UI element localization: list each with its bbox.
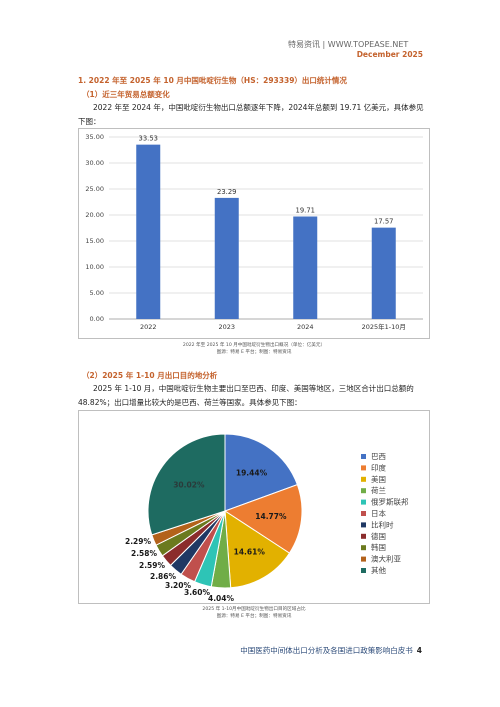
bar-chart: 0.00 5.00 10.00 15.00 20.00 25.00 30.00 35.00 33… [85, 133, 423, 331]
page-number: 4 [416, 646, 422, 655]
legend-label: 澳大利亚 [371, 554, 401, 564]
footer: 中国医药中间体出口分析及各国进口政策影响白皮书 4 [240, 645, 422, 656]
header-date: December 2025 [356, 50, 423, 59]
x-tick-label: 2024 [297, 323, 314, 331]
y-tick-label: 25.00 [85, 185, 104, 193]
y-tick-label: 5.00 [90, 289, 104, 297]
legend-swatch [361, 476, 366, 482]
legend-swatch [361, 568, 366, 573]
bar-chart-caption: 2022 年至 2025 年 10 月中国吡啶衍生物出口概况（单位：亿美元） 图… [78, 342, 430, 356]
x-tick-label: 2022 [140, 323, 157, 331]
y-tick-label: 10.00 [85, 263, 104, 271]
legend-label: 俄罗斯联邦 [371, 497, 409, 507]
bar [371, 227, 396, 319]
pie-value-label: 3.60% [184, 588, 211, 597]
subsection-title-2: （2）2025 年 1-10 月出口目的地分析 [82, 371, 218, 380]
bar-chart-frame: 0.00 5.00 10.00 15.00 20.00 25.00 30.00 35.00 33… [78, 128, 430, 339]
legend-label: 荷兰 [371, 485, 386, 495]
pie-chart: 19.44%14.77%14.61%30.02%4.04%3.60%3.20%2… [125, 433, 409, 603]
y-tick-label: 0.00 [90, 315, 104, 323]
pie-value-label: 30.02% [173, 480, 205, 489]
pie-value-label: 14.61% [234, 548, 266, 557]
pie-chart-caption-line-2: 图源：特易 E 平台；制图：特易资讯 [216, 614, 292, 619]
pie-slice [224, 510, 291, 589]
bar-value-label: 33.53 [139, 135, 158, 143]
y-tick-label: 30.00 [85, 159, 104, 167]
y-tick-label: 15.00 [85, 237, 104, 245]
legend-swatch [361, 499, 366, 505]
subsection-title-1: （1）近三年贸易总额变化 [82, 90, 170, 99]
footer-title: 中国医药中间体出口分析及各国进口政策影响白皮书 [240, 646, 413, 655]
bar [214, 197, 239, 319]
section-title: 1. 2022 年至 2025 年 10 月中国吡啶衍生物（HS：293339）… [78, 76, 347, 85]
y-tick-label: 35.00 [85, 133, 104, 141]
legend-label: 比利时 [371, 519, 394, 529]
legend-label: 日本 [371, 508, 386, 518]
legend-swatch [361, 511, 366, 516]
legend-swatch [361, 454, 366, 459]
legend-swatch [361, 488, 366, 494]
paragraph-1: 2022 年至 2024 年，中国吡啶衍生物出口总额逐年下降，2024年总额到 … [78, 103, 424, 126]
legend-swatch [361, 545, 366, 551]
legend-label: 韩国 [371, 542, 386, 552]
y-tick-label: 20.00 [85, 211, 104, 219]
legend-label: 德国 [371, 531, 386, 541]
legend-label: 其他 [371, 565, 386, 575]
paragraph-2: 2025 年 1-10 月，中国吡啶衍生物主要出口至巴西、印度、美国等地区，三地… [78, 384, 414, 407]
pie-chart-frame: 19.44% 14.77% 14.61% 30.02% 4.04% 3.60% 3.20% 2… [78, 410, 430, 604]
pie-slice [223, 483, 303, 554]
pie-value-label: 19.44% [236, 469, 268, 478]
legend-label: 美国 [371, 474, 386, 484]
x-tick-label: 2023 [218, 323, 235, 331]
pie-chart-caption: 2025 年 1-10月中国吡啶衍生物出口目的区域占比 图源：特易 E 平台；制… [78, 606, 430, 620]
bar [293, 216, 318, 319]
pie-value-label: 3.20% [165, 581, 192, 590]
legend-swatch [361, 556, 366, 562]
legend-label: 印度 [371, 462, 386, 472]
pie-chart-caption-line-1: 2025 年 1-10月中国吡啶衍生物出口目的区域占比 [202, 607, 306, 612]
x-tick-label: 2025年1-10月 [362, 322, 406, 331]
pie-value-label: 2.58% [131, 549, 158, 558]
bar-value-label: 17.57 [374, 218, 393, 226]
legend-label: 巴西 [371, 452, 386, 461]
pie-value-label: 2.59% [139, 561, 166, 570]
legend-swatch [361, 522, 366, 528]
bar-value-label: 23.29 [217, 188, 236, 196]
pie-value-label: 4.04% [208, 594, 235, 603]
bar-chart-caption-line-2: 图源：特易 E 平台；制图：特易资讯 [216, 350, 292, 355]
legend-swatch [361, 465, 366, 471]
bar-chart-caption-line-1: 2022 年至 2025 年 10 月中国吡啶衍生物出口概况（单位：亿美元） [182, 343, 326, 348]
pie-value-label: 14.77% [255, 512, 287, 521]
pie-slice [224, 433, 298, 512]
bar [136, 144, 161, 319]
pie-slice [147, 433, 226, 536]
header-brand: 特易资讯 | WWW.TOPEASE.NET [288, 40, 409, 49]
pie-value-label: 2.86% [150, 572, 177, 581]
bar-value-label: 19.71 [296, 207, 315, 215]
legend-swatch [361, 533, 366, 539]
pie-value-label: 2.29% [125, 537, 152, 546]
